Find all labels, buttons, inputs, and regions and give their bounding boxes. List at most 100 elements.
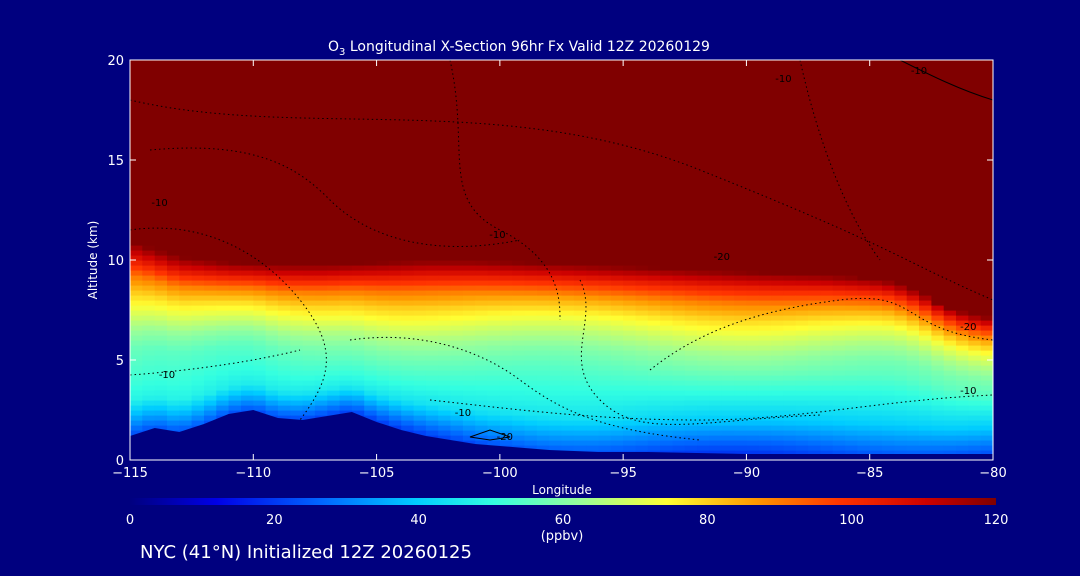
field-cell [314,120,328,126]
field-cell [820,430,834,436]
field-cell [413,80,427,86]
field-cell [179,250,193,256]
field-cell [167,385,180,391]
field-cell [425,215,439,221]
field-cell [142,355,156,361]
field-cell [401,335,415,341]
field-cell [635,255,649,261]
field-cell [635,175,649,181]
field-cell [339,300,353,306]
field-cell [253,405,267,411]
field-cell [413,410,427,416]
field-cell [265,335,279,341]
field-cell [277,290,291,296]
field-cell [783,390,797,396]
field-cell [857,155,871,161]
field-cell [524,100,538,106]
field-cell [783,225,797,231]
field-cell [339,185,353,191]
field-cell [709,225,723,231]
field-cell [499,185,513,191]
field-cell [438,100,452,106]
field-cell [832,105,846,111]
field-cell [623,355,636,361]
field-cell [475,425,489,431]
field-cell [635,110,649,116]
field-cell [758,275,772,281]
field-cell [450,280,464,286]
field-cell [894,445,908,451]
field-cell [512,300,526,306]
field-cell [142,130,156,136]
field-cell [339,170,353,176]
field-cell [290,220,304,226]
field-cell [179,285,193,291]
field-cell [586,340,600,346]
field-cell [290,215,304,221]
field-cell [388,345,402,351]
field-cell [425,65,439,71]
field-cell [524,140,538,146]
field-cell [697,150,710,156]
field-cell [253,240,267,246]
field-cell [216,355,230,361]
field-cell [635,415,649,421]
field-cell [882,275,895,281]
field-cell [228,315,242,321]
field-cell [487,275,501,281]
field-cell [253,170,267,176]
field-cell [327,180,341,186]
field-cell [647,90,661,96]
field-cell [290,210,304,216]
field-cell [376,410,390,416]
field-cell [351,340,365,346]
field-cell [401,75,415,81]
field-cell [351,320,365,326]
field-cell [154,405,168,411]
field-cell [265,155,279,161]
field-cell [142,285,156,291]
field-cell [339,100,353,106]
field-cell [697,405,710,411]
field-cell [413,265,427,271]
field-cell [327,145,341,151]
field-cell [561,375,575,381]
field-cell [425,355,439,361]
field-cell [536,260,550,266]
field-cell [647,380,661,386]
field-cell [869,300,883,306]
field-cell [832,330,846,336]
field-cell [499,240,513,246]
field-cell [709,370,723,376]
field-cell [216,235,230,241]
field-cell [179,155,193,161]
field-cell [450,395,464,401]
field-cell [314,335,328,341]
field-cell [512,385,526,391]
field-cell [598,110,612,116]
field-cell [561,215,575,221]
field-cell [586,395,600,401]
field-cell [462,380,476,386]
field-cell [364,345,378,351]
field-cell [314,110,328,116]
field-cell [684,325,698,331]
field-cell [388,320,402,326]
field-cell [425,70,439,76]
field-cell [327,370,341,376]
field-cell [512,115,526,121]
field-cell [573,90,587,96]
field-cell [351,410,365,416]
field-cell [524,80,538,86]
field-cell [882,145,895,151]
field-cell [154,350,168,356]
field-cell [734,90,747,96]
field-cell [425,250,439,256]
field-cell [499,310,513,316]
field-cell [327,200,341,206]
field-cell [635,325,649,331]
field-cell [364,335,378,341]
field-cell [610,410,624,416]
field-cell [623,250,636,256]
field-cell [450,150,464,156]
